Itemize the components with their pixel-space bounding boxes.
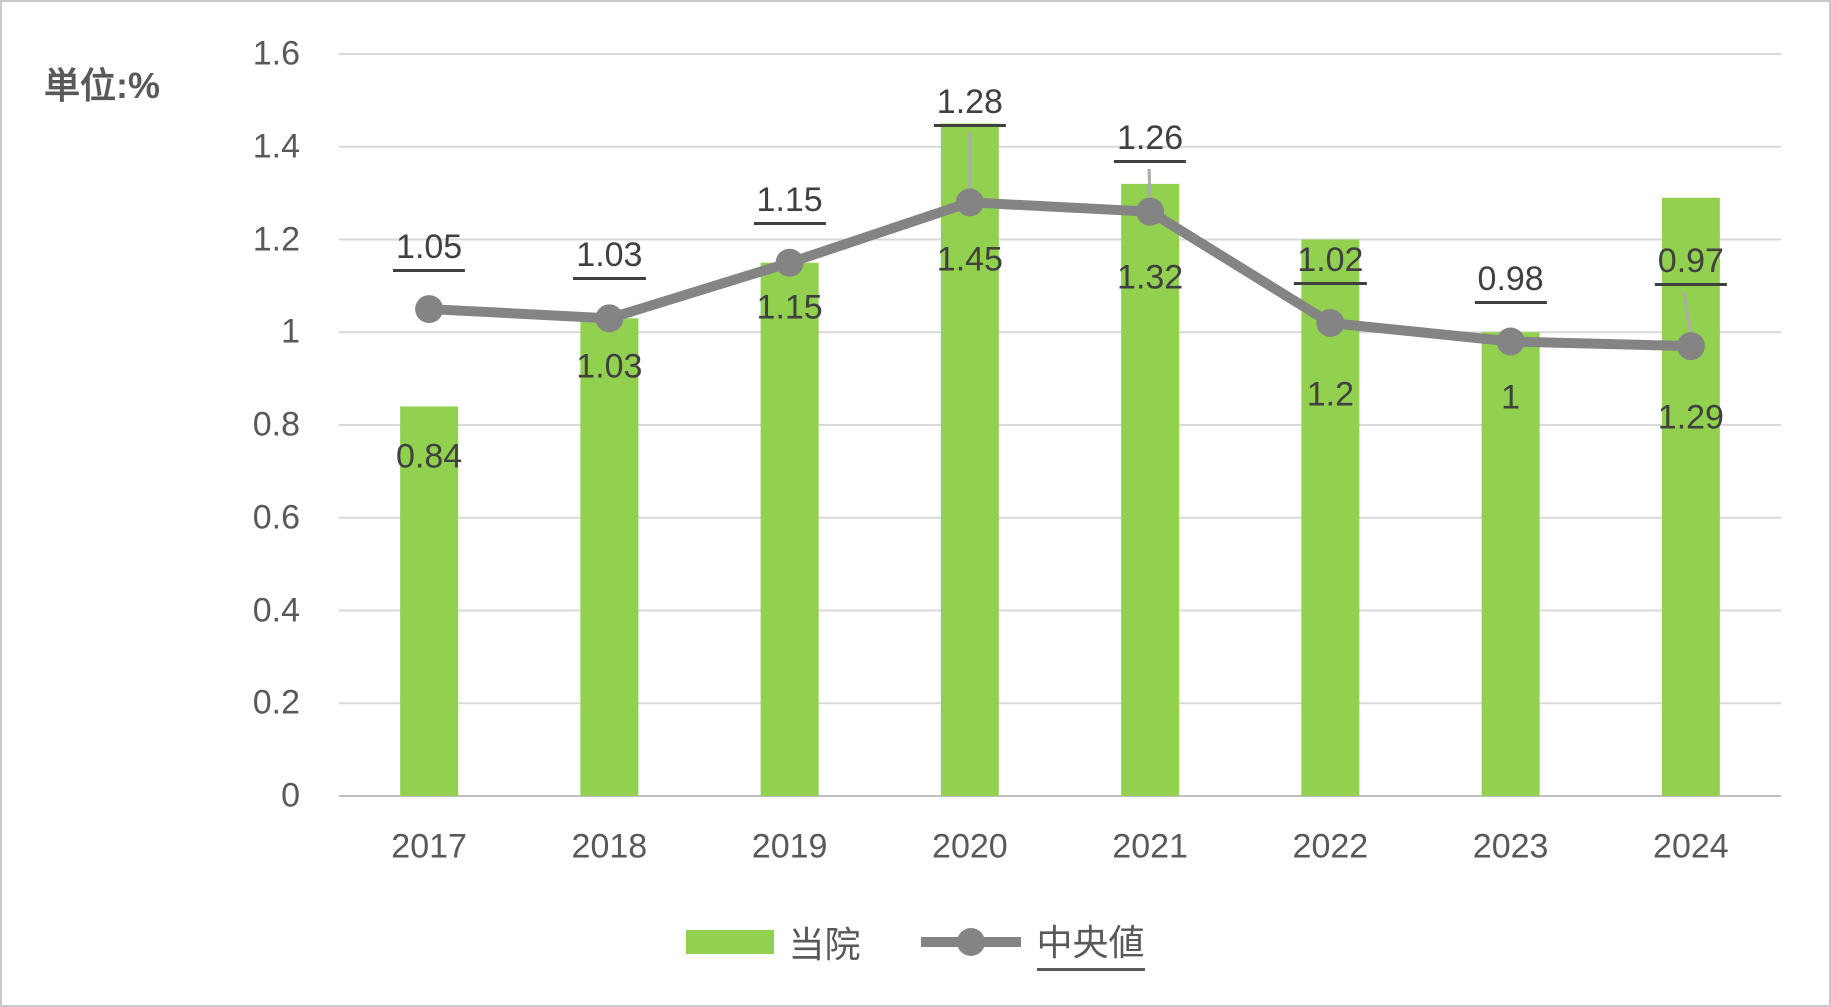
x-tick-label: 2019 bbox=[751, 827, 828, 866]
y-tick-label: 1.2 bbox=[252, 220, 300, 258]
line-marker-2019 bbox=[775, 248, 804, 277]
median-value-label: 1.05 bbox=[393, 228, 466, 272]
median-value-text: 1.26 bbox=[1114, 119, 1187, 163]
bar-value-label: 1.32 bbox=[1117, 258, 1184, 297]
median-value-label: 1.02 bbox=[1294, 241, 1367, 285]
y-tick-label: 1.4 bbox=[252, 127, 300, 166]
median-value-label: 1.03 bbox=[573, 236, 646, 280]
x-tick-label: 2018 bbox=[571, 827, 648, 866]
bar-2020 bbox=[940, 123, 999, 796]
median-value-label: 1.15 bbox=[753, 181, 826, 225]
median-value-text: 1.15 bbox=[753, 181, 826, 225]
y-tick-label: 0.4 bbox=[252, 591, 300, 629]
x-tick-label: 2022 bbox=[1292, 827, 1369, 866]
x-tick-label: 2020 bbox=[932, 827, 1008, 866]
bar-value-label: 1.29 bbox=[1657, 398, 1724, 437]
y-tick-label: 1 bbox=[281, 312, 300, 351]
bar-value-label: 1.15 bbox=[756, 288, 823, 327]
median-value-label: 0.97 bbox=[1654, 242, 1727, 286]
legend: 当院 中央値 bbox=[2, 914, 1829, 971]
bar-value-label: 1.45 bbox=[936, 240, 1003, 279]
line-series-swatch bbox=[920, 928, 1021, 956]
y-tick-label: 0.8 bbox=[252, 405, 300, 444]
x-tick-label: 2023 bbox=[1472, 827, 1549, 866]
legend-label-bar-series: 当院 bbox=[788, 924, 861, 965]
line-marker-2021 bbox=[1136, 197, 1165, 226]
bar-series-swatch bbox=[686, 930, 775, 954]
bar-2018 bbox=[580, 318, 639, 796]
line-marker-2018 bbox=[595, 304, 624, 333]
legend-item-line-series: 中央値 bbox=[919, 914, 1145, 971]
bar-value-label: 0.84 bbox=[396, 437, 463, 476]
x-tick-label: 2024 bbox=[1653, 827, 1729, 866]
line-marker-2024 bbox=[1676, 332, 1705, 361]
median-value-text: 1.03 bbox=[573, 236, 646, 280]
y-tick-label: 0 bbox=[281, 776, 300, 815]
median-value-text: 1.05 bbox=[393, 228, 466, 272]
median-value-label: 1.28 bbox=[933, 83, 1006, 127]
median-line bbox=[424, 197, 1696, 352]
bar-2019 bbox=[760, 262, 819, 796]
median-value-text: 1.02 bbox=[1294, 241, 1367, 285]
bar-2024 bbox=[1661, 197, 1720, 796]
bar-value-label: 1.2 bbox=[1306, 375, 1355, 414]
legend-item-bar-series: 当院 bbox=[686, 916, 861, 968]
legend-label-line-series: 中央値 bbox=[1036, 914, 1145, 971]
y-tick-label: 0.6 bbox=[252, 498, 300, 537]
bar-value-label: 1.03 bbox=[576, 347, 643, 386]
line-marker-2020 bbox=[955, 188, 984, 217]
bar-2017 bbox=[400, 406, 459, 796]
median-value-text: 0.98 bbox=[1474, 260, 1547, 304]
y-tick-label: 1.6 bbox=[252, 34, 300, 73]
x-tick-label: 2017 bbox=[391, 827, 467, 866]
median-value-label: 1.26 bbox=[1114, 119, 1187, 163]
line-marker-2017 bbox=[415, 295, 444, 324]
line-marker-2022 bbox=[1316, 308, 1345, 337]
bar-2023 bbox=[1481, 332, 1540, 796]
x-tick-label: 2021 bbox=[1112, 827, 1188, 866]
unit-label: 単位:% bbox=[44, 65, 160, 106]
bar-value-label: 1 bbox=[1501, 378, 1521, 417]
bar-2021 bbox=[1121, 183, 1180, 797]
median-value-label: 0.98 bbox=[1474, 260, 1547, 304]
median-value-text: 0.97 bbox=[1654, 242, 1727, 286]
line-marker-2023 bbox=[1496, 327, 1525, 356]
y-tick-label: 0.2 bbox=[252, 683, 300, 722]
median-value-text: 1.28 bbox=[933, 83, 1006, 127]
